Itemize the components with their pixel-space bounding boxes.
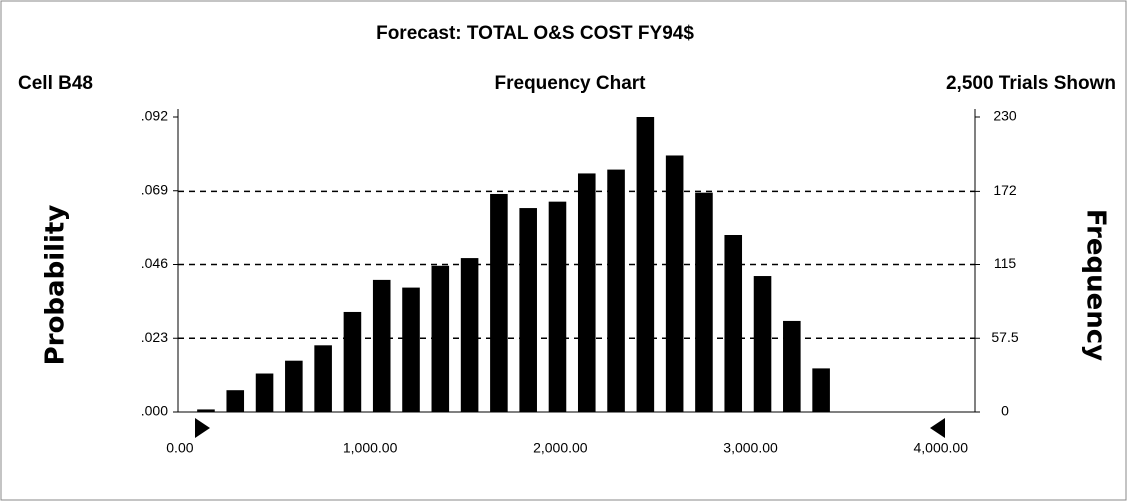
bar [753,276,772,412]
bar [255,373,274,412]
x-tick-label: 0.00 [166,440,193,456]
right-grabber[interactable] [930,418,945,438]
left-grabber[interactable] [195,418,210,438]
bar [314,345,332,412]
bar [402,287,420,412]
bar [812,368,830,412]
bar [665,155,684,412]
y2-tick-label: 172 [993,182,1017,198]
bar [431,265,450,412]
y2-tick-label: 0 [1001,403,1009,419]
bar [460,258,479,412]
chart-title: Forecast: TOTAL O&S COST FY94$ [376,23,694,44]
x-tick-label: 4,000.00 [914,440,969,456]
bar [226,390,245,412]
bar [343,311,362,412]
bar [519,208,537,412]
y-tick-label: .023 [141,329,168,345]
y-tick-label: .046 [141,255,168,271]
y-tick-label: .092 [141,108,168,124]
bar [372,279,391,412]
bar [695,192,713,412]
bar [285,360,303,412]
cell-label: Cell B48 [18,73,93,94]
bar [724,235,743,412]
bar [607,169,625,412]
y-tick-label: .000 [141,403,168,419]
x-tick-label: 3,000.00 [723,440,778,456]
y2-tick-label: 115 [994,255,1017,271]
bar [490,193,508,412]
subtitle: Frequency Chart [495,73,647,94]
bar [197,409,215,412]
bar [783,320,801,412]
bar [548,201,567,412]
bar [577,173,596,412]
x-tick-label: 2,000.00 [533,440,588,456]
x-tick-label: 1,000.00 [343,440,398,456]
y-tick-label: .069 [141,181,168,197]
y-axis-title: Probability [41,205,71,366]
bar [636,117,655,412]
trials-label: 2,500 Trials Shown [946,73,1116,94]
y2-axis-title: Frequency [1081,209,1111,361]
y2-tick-label: 57.5 [991,329,1018,345]
y2-tick-label: 230 [993,108,1017,124]
